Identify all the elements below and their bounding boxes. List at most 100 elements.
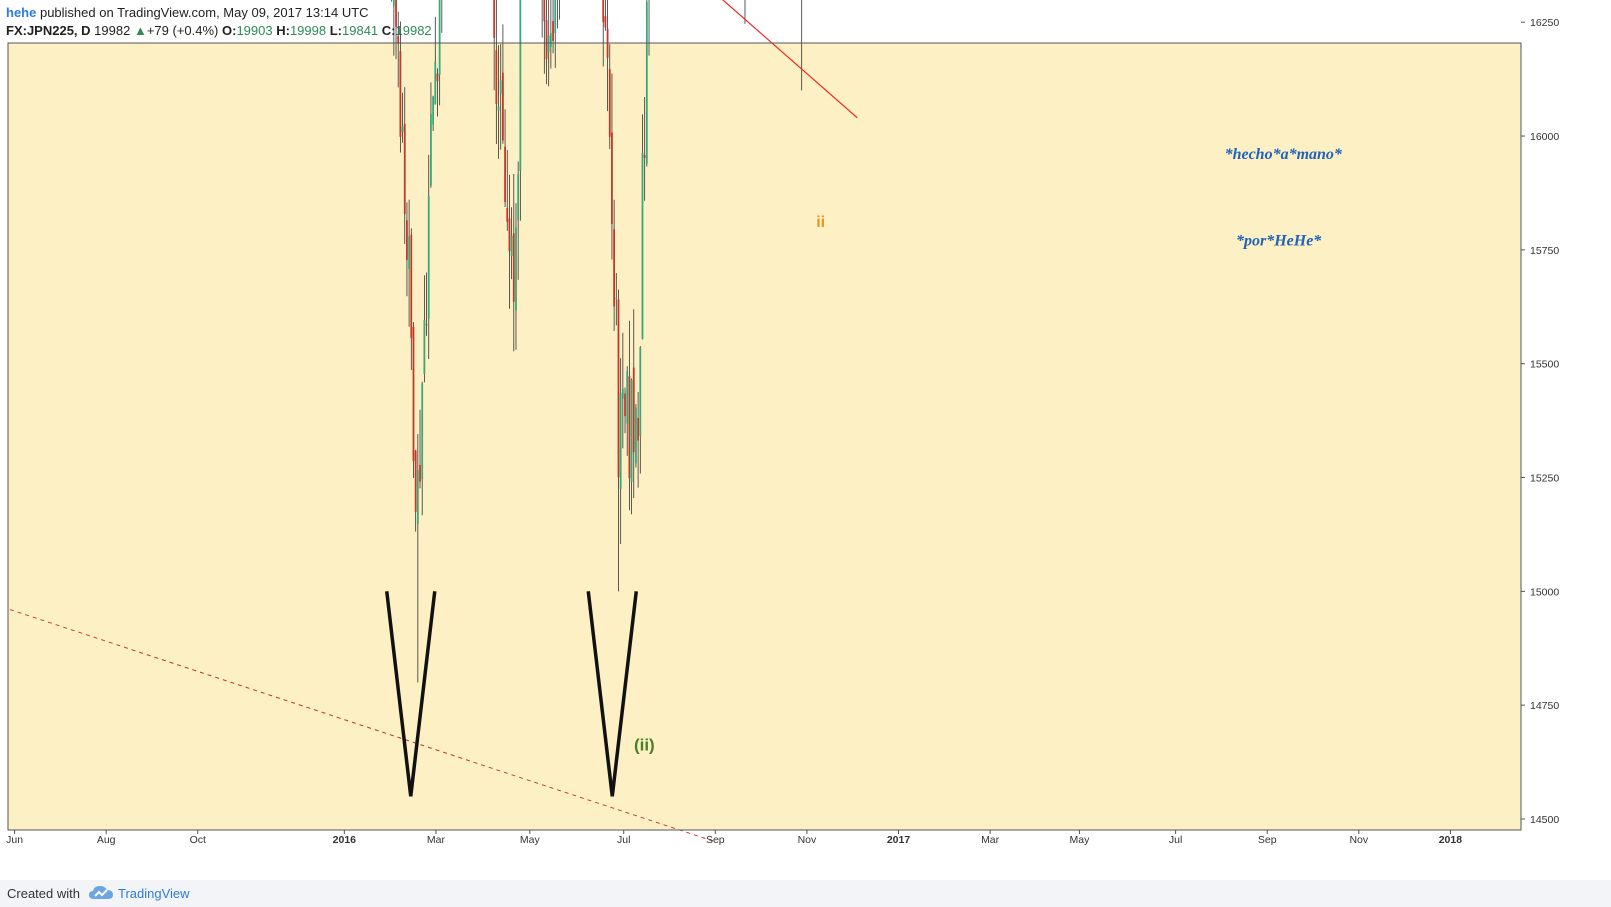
x-tick-label: Aug bbox=[97, 834, 116, 846]
price-axis[interactable]: 2125021000207502050020250197501950019250… bbox=[1521, 0, 1561, 826]
candle-body bbox=[408, 236, 411, 270]
candle-body bbox=[641, 152, 644, 340]
candle-body bbox=[630, 380, 633, 483]
candle-body bbox=[397, 36, 400, 44]
symbol-label: FX:JPN225, D bbox=[6, 23, 91, 38]
publish-header: hehe published on TradingView.com, May 0… bbox=[6, 4, 369, 22]
candle-body bbox=[427, 196, 430, 319]
candle-body bbox=[608, 69, 611, 137]
candle-body bbox=[423, 319, 426, 375]
time-axis[interactable]: Jun Aug Oct 2016 Mar May Jul Sep Nov 2017 Mar May Ju… bbox=[6, 830, 1462, 846]
low-label: L: bbox=[329, 23, 343, 38]
candle-body bbox=[624, 393, 626, 417]
candle-body bbox=[434, 61, 437, 105]
candle-body bbox=[419, 464, 421, 482]
y-tick-label: 16000 bbox=[1530, 131, 1559, 143]
x-tick-label: Jul bbox=[617, 834, 630, 846]
open-label: O: bbox=[222, 23, 237, 38]
x-tick-label: Mar bbox=[427, 834, 446, 846]
open-value: 19903 bbox=[236, 23, 273, 38]
text-annotation[interactable]: *hecho*a*mano* bbox=[1225, 146, 1343, 163]
candle-body bbox=[619, 392, 622, 489]
candle-body bbox=[617, 299, 620, 478]
y-tick-label: 15250 bbox=[1530, 473, 1559, 485]
candle-body bbox=[403, 123, 406, 215]
candle-body bbox=[414, 450, 417, 512]
author-name[interactable]: hehe bbox=[6, 5, 37, 20]
candle-body bbox=[504, 146, 506, 203]
candle-body bbox=[547, 35, 550, 53]
y-tick-label: 15000 bbox=[1530, 586, 1559, 598]
high-value: 19998 bbox=[289, 23, 327, 38]
annotations-layer: (i)(ii)(iii)iiiiiiivwx(A)(B)double botto… bbox=[9, 0, 1343, 843]
candle-body bbox=[615, 298, 618, 300]
v-bottom-mark-1[interactable] bbox=[385, 591, 437, 797]
candle-body bbox=[501, 72, 504, 141]
close-value: 19982 bbox=[395, 23, 432, 38]
x-tick-label: Jun bbox=[6, 834, 23, 846]
x-tick-label: Sep bbox=[706, 834, 725, 846]
candle-body bbox=[406, 220, 408, 260]
candle-body bbox=[401, 126, 404, 132]
candle-body bbox=[395, 0, 397, 27]
chart-background bbox=[8, 43, 1521, 830]
candle-body bbox=[637, 417, 640, 441]
candle-body bbox=[495, 50, 498, 104]
close-label: C: bbox=[381, 23, 396, 38]
candle-body bbox=[621, 388, 624, 399]
price-axis-background bbox=[1521, 43, 1611, 830]
candle-body bbox=[506, 208, 509, 222]
candle-body bbox=[425, 324, 428, 326]
candle-body bbox=[499, 80, 502, 94]
y-tick-label: 16250 bbox=[1530, 17, 1559, 29]
x-tick-label: Mar bbox=[981, 834, 1000, 846]
x-tick-label: May bbox=[520, 834, 541, 846]
symbol-legend: FX:JPN225, D 19982 ▲+79 (+0.4%) O:19903 … bbox=[6, 22, 432, 40]
y-tick-label: 14750 bbox=[1530, 700, 1559, 712]
candle-body bbox=[436, 73, 439, 82]
high-label: H: bbox=[276, 23, 290, 38]
candle-body bbox=[626, 371, 629, 424]
x-tick-label: 2018 bbox=[1439, 834, 1463, 846]
x-tick-label: Jul bbox=[1169, 834, 1182, 846]
y-tick-label: 15500 bbox=[1530, 359, 1559, 371]
wave-label[interactable]: (ii) bbox=[634, 736, 655, 755]
last-price: 19982 bbox=[94, 23, 131, 38]
candle-body bbox=[421, 383, 424, 480]
chart-border bbox=[7, 42, 1522, 831]
candle-body bbox=[508, 218, 511, 252]
candle-body bbox=[410, 234, 413, 339]
tradingview-brand[interactable]: TradingView bbox=[118, 886, 190, 901]
candle-body bbox=[628, 376, 631, 479]
candle-body bbox=[399, 51, 402, 137]
text-annotation[interactable]: *por*HeHe* bbox=[1236, 232, 1322, 249]
candle-body bbox=[552, 20, 554, 41]
change-arrow-icon: ▲ bbox=[133, 23, 147, 38]
chart-canvas[interactable]: (i)(ii)(iii)iiiiiiivwx(A)(B)double botto… bbox=[0, 0, 1611, 880]
candle-body bbox=[639, 347, 642, 436]
x-tick-label: Nov bbox=[1349, 834, 1368, 846]
candle-body bbox=[602, 0, 605, 23]
candle-body bbox=[611, 132, 613, 224]
candle-body bbox=[392, 0, 395, 7]
candle-body bbox=[554, 0, 557, 33]
created-with-text: Created with bbox=[7, 886, 80, 901]
tradingview-cloud-icon[interactable] bbox=[88, 885, 114, 901]
time-axis-background bbox=[0, 830, 1611, 849]
candle-body bbox=[416, 470, 419, 524]
candle-body bbox=[549, 33, 552, 48]
triangle-lower-line[interactable] bbox=[702, 0, 858, 119]
wave-label[interactable]: ii bbox=[816, 214, 825, 231]
candle-body bbox=[517, 174, 520, 221]
candle-body bbox=[543, 0, 546, 22]
candle-body bbox=[512, 233, 515, 302]
support-trendline[interactable] bbox=[9, 609, 716, 843]
published-text: published on TradingView.com, May 09, 20… bbox=[39, 5, 369, 20]
v-bottom-mark-2[interactable] bbox=[586, 591, 639, 797]
x-tick-label: 2017 bbox=[887, 834, 911, 846]
candle-body bbox=[430, 114, 432, 186]
y-tick-label: 15750 bbox=[1530, 245, 1559, 257]
y-tick-label: 14500 bbox=[1530, 814, 1559, 826]
candle-body bbox=[613, 229, 616, 307]
x-tick-label: 2016 bbox=[333, 834, 357, 846]
